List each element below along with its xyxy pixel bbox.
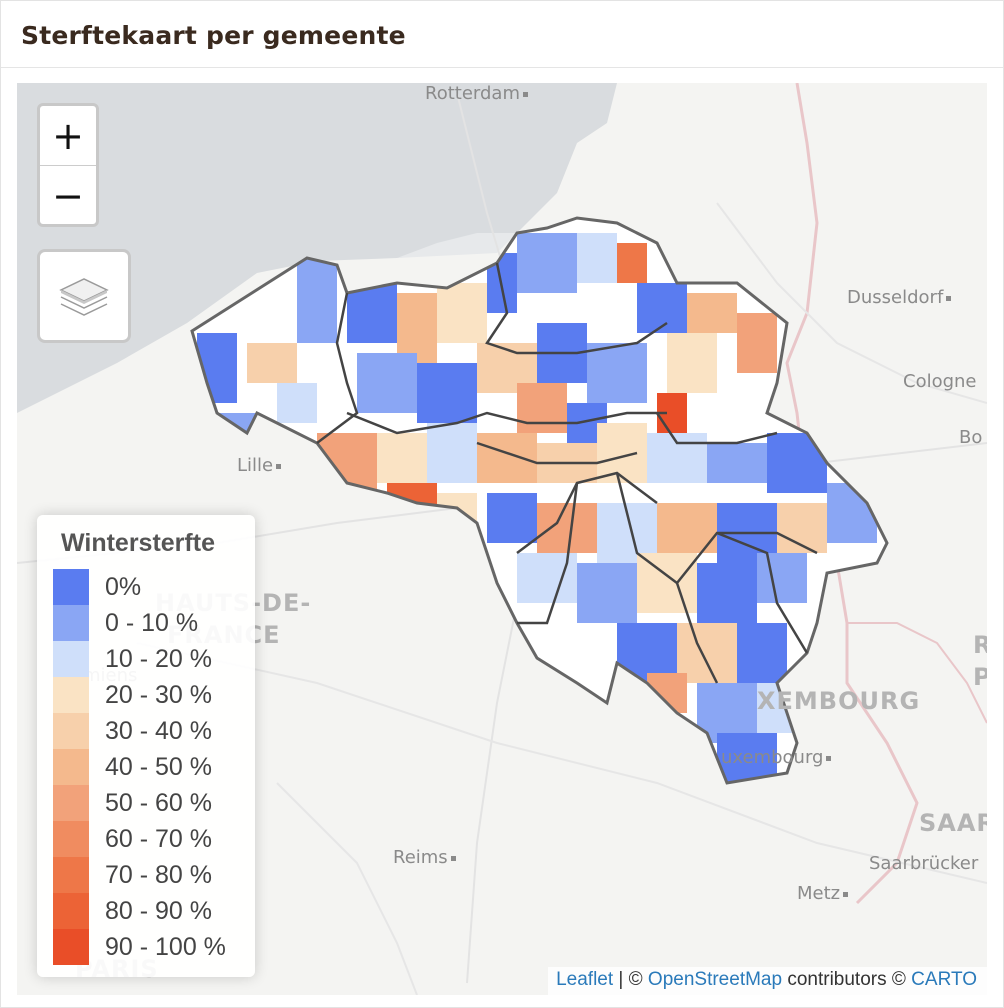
legend-label: 0 - 10 % — [105, 609, 199, 637]
place-label-bonn: Bo — [959, 427, 983, 448]
legend-swatch — [53, 677, 89, 713]
legend-label: 10 - 20 % — [105, 645, 213, 673]
legend: Wintersterfte 0% 0 - 10 % 10 - 20 % 20 - 30… — [37, 515, 255, 977]
legend-label: 40 - 50 % — [105, 753, 213, 781]
legend-label: 0% — [105, 573, 142, 601]
legend-swatch — [53, 821, 89, 857]
legend-swatch — [53, 929, 89, 965]
legend-swatch — [53, 713, 89, 749]
place-label-dusseldorf: Dusseldorf — [847, 287, 952, 308]
legend-label: 50 - 60 % — [105, 789, 213, 817]
legend-label: 60 - 70 % — [105, 825, 213, 853]
legend-swatch — [53, 641, 89, 677]
region-label-rp-2: P — [973, 663, 987, 691]
place-label-saarbrucken: Saarbrücker — [869, 853, 979, 874]
legend-swatch — [53, 785, 89, 821]
card-title: Sterftekaart per gemeente — [21, 21, 406, 50]
layers-control-button[interactable] — [37, 249, 131, 343]
attribution-separator: | © — [613, 969, 648, 990]
region-label-rp-1: R — [973, 631, 987, 659]
legend-swatch — [53, 893, 89, 929]
map-attribution: Leaflet | © OpenStreetMap contributors ©… — [548, 967, 987, 995]
legend-swatch — [53, 569, 89, 605]
card-header: Sterftekaart per gemeente — [1, 1, 1003, 68]
region-label-luxembourg: XEMBOURG — [757, 687, 921, 715]
legend-label: 70 - 80 % — [105, 861, 213, 889]
openstreetmap-link[interactable]: OpenStreetMap — [647, 969, 783, 990]
legend-label: 20 - 30 % — [105, 681, 213, 709]
leaflet-link[interactable]: Leaflet — [556, 969, 614, 990]
layers-icon — [59, 278, 109, 316]
legend-swatch — [53, 749, 89, 785]
place-label-rotterdam: Rotterdam — [425, 83, 528, 104]
legend-swatch — [53, 857, 89, 893]
carto-link[interactable]: CARTO — [911, 969, 977, 990]
legend-label: 90 - 100 % — [105, 933, 226, 961]
place-label-lille: Lille — [237, 455, 282, 476]
legend-swatch — [53, 605, 89, 641]
place-label-cologne: Cologne — [903, 371, 977, 392]
basemap — [17, 83, 987, 995]
zoom-out-button[interactable]: − — [40, 165, 96, 225]
legend-label: 80 - 90 % — [105, 897, 213, 925]
zoom-in-button[interactable]: + — [52, 113, 84, 158]
place-label-metz: Metz — [797, 883, 849, 904]
place-label-luxembourg-city: uxembourg — [721, 747, 832, 768]
legend-title: Wintersterfte — [61, 529, 215, 557]
zoom-control: + − — [37, 103, 99, 227]
attribution-contributors: contributors © — [782, 969, 912, 990]
region-label-saar: SAAR — [919, 809, 987, 837]
map-view[interactable]: Rotterdam Dusseldorf Cologne Bo Lille HA… — [17, 83, 987, 995]
place-label-reims: Reims — [393, 847, 456, 868]
legend-label: 30 - 40 % — [105, 717, 213, 745]
